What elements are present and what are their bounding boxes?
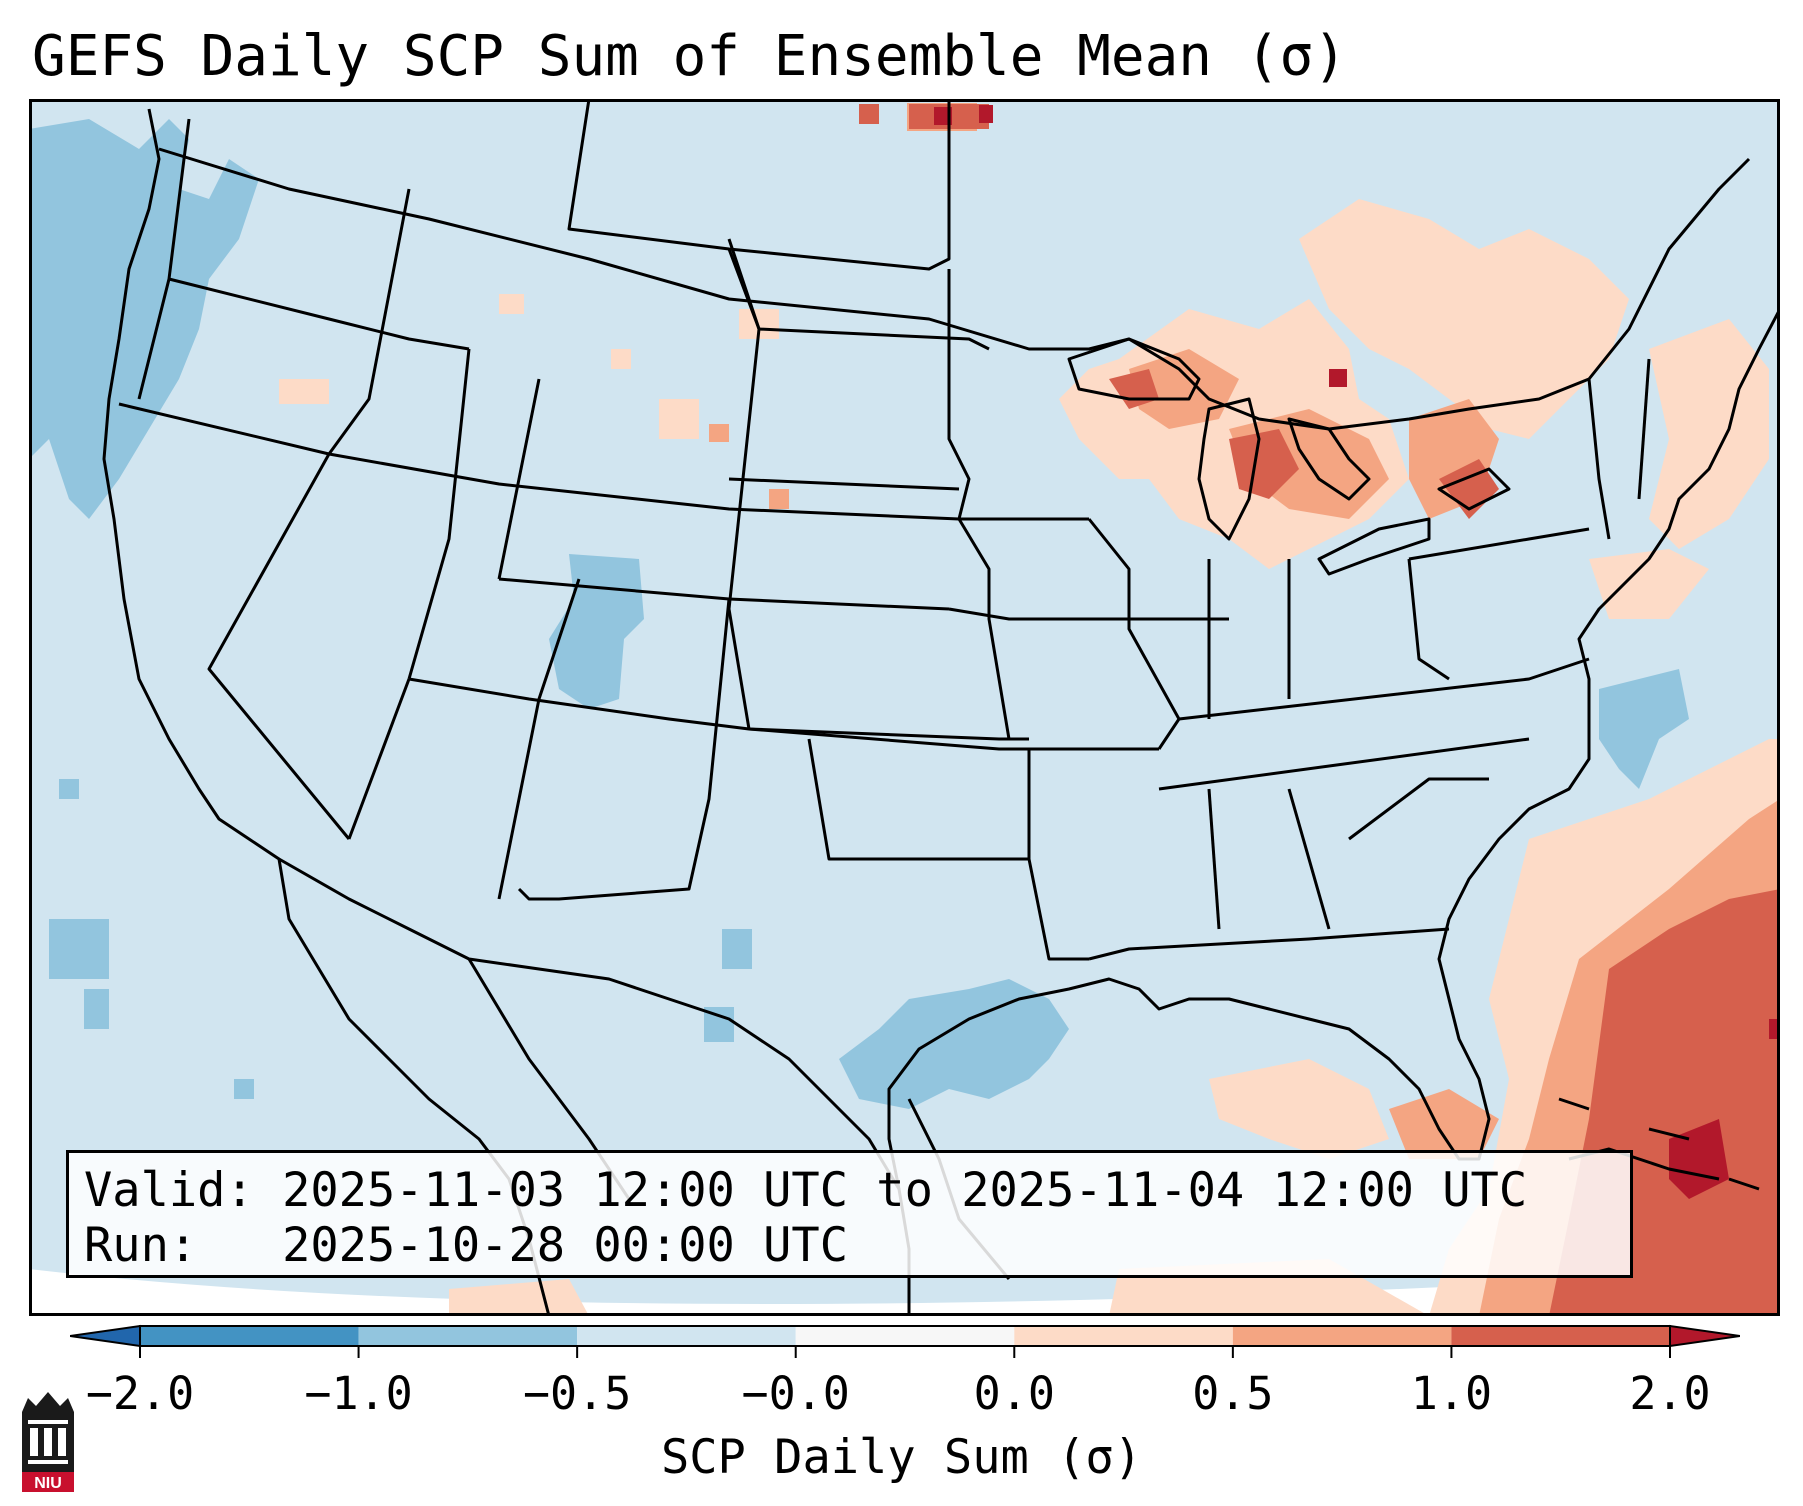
run-label: Run: <box>84 1218 198 1273</box>
colorbar-tick-label: −2.0 <box>85 1367 195 1420</box>
colorbar-segment <box>358 1326 578 1346</box>
info-box: Valid: 2025-11-03 12:00 UTC to 2025-11-0… <box>66 1150 1633 1278</box>
colorbar-label: SCP Daily Sum (σ) <box>660 1430 1143 1485</box>
colorbar-tick-label: −0.5 <box>522 1367 632 1420</box>
map-frame <box>29 99 1780 1316</box>
valid-row: Valid: 2025-11-03 12:00 UTC to 2025-11-0… <box>84 1163 1630 1218</box>
colorbar-extend-max <box>1669 1324 1740 1348</box>
colorbar-tick-label: 2.0 <box>1629 1367 1711 1420</box>
colorbar-segment <box>1014 1326 1233 1346</box>
university-tower-icon: NIU <box>22 1392 74 1492</box>
colorbar-segment <box>577 1326 796 1346</box>
valid-label: Valid: <box>84 1163 254 1218</box>
colorbar-segment <box>1232 1326 1452 1346</box>
colorbar-segment <box>795 1326 1015 1346</box>
state-borders <box>118 402 1089 521</box>
colorbar-extend-min <box>70 1324 141 1348</box>
colorbar-tick-label: 0.5 <box>1192 1367 1274 1420</box>
colorbar-tick-label: 1.0 <box>1410 1367 1493 1420</box>
map-panel <box>29 99 1780 1316</box>
colorbar <box>70 1324 1740 1358</box>
great-lakes <box>1067 337 1201 401</box>
valid-value: 2025-11-03 12:00 UTC to 2025-11-04 12:00… <box>282 1163 1528 1218</box>
colorbar-tick-label: 0.0 <box>973 1367 1055 1420</box>
coastline <box>102 108 551 1316</box>
colorbar-segment <box>1451 1326 1670 1346</box>
colorbar-frame <box>139 1325 1671 1347</box>
run-row: Run: 2025-10-28 00:00 UTC <box>84 1218 1630 1273</box>
logo-text: NIU <box>34 1475 62 1492</box>
colorbar-tick-label: −0.0 <box>741 1367 850 1420</box>
colorbar-tick-label: −1.0 <box>304 1367 413 1420</box>
canada-border <box>158 147 1751 431</box>
map-borders <box>102 99 1780 1316</box>
page-title: GEFS Daily SCP Sum of Ensemble Mean (σ) <box>32 24 1347 89</box>
run-value: 2025-10-28 00:00 UTC <box>282 1218 849 1273</box>
colorbar-segment <box>140 1326 359 1346</box>
